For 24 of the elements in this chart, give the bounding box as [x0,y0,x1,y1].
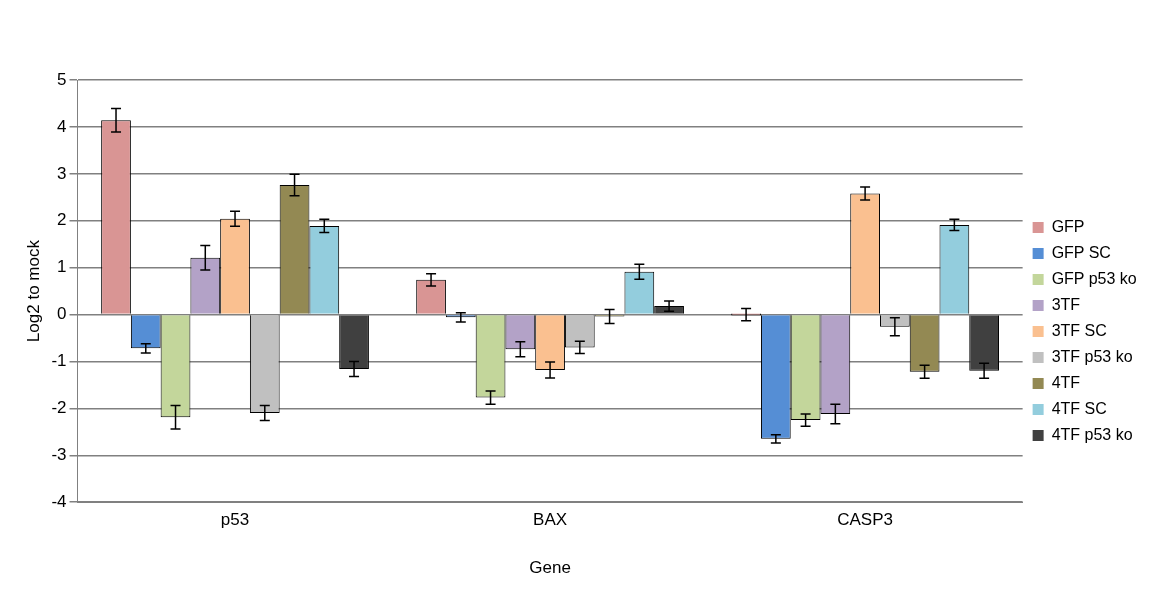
x-axis-title: Gene [529,558,571,578]
legend-label: GFP SC [1051,243,1111,261]
y-tick-label: -3 [51,444,67,464]
legend-label: 3TF SC [1051,321,1107,339]
y-tick-label: 0 [57,304,67,324]
legend-label: 4TF p53 ko [1051,425,1133,443]
x-tick-label: CASP3 [837,510,893,530]
y-tick-label: 4 [57,116,67,136]
y-tick-label: -4 [51,491,67,511]
legend-label: 3TF [1051,295,1081,313]
y-tick-label: -2 [51,398,67,418]
legend-label: 4TF SC [1051,399,1107,417]
y-tick-label: 2 [57,210,67,230]
y-tick-label: 5 [57,69,67,89]
y-tick-label: 3 [57,163,67,183]
x-tick-label: BAX [533,510,568,530]
y-tick-label: 1 [57,257,67,277]
y-axis-title: Log2 to mock [23,239,43,343]
y-tick-label: -1 [51,351,67,371]
x-tick-label: p53 [220,510,250,530]
legend-label: 3TF p53 ko [1051,347,1133,365]
legend-label: 4TF [1051,373,1081,391]
legend-label: GFP [1051,217,1085,235]
legend-label: GFP p53 ko [1051,269,1137,287]
